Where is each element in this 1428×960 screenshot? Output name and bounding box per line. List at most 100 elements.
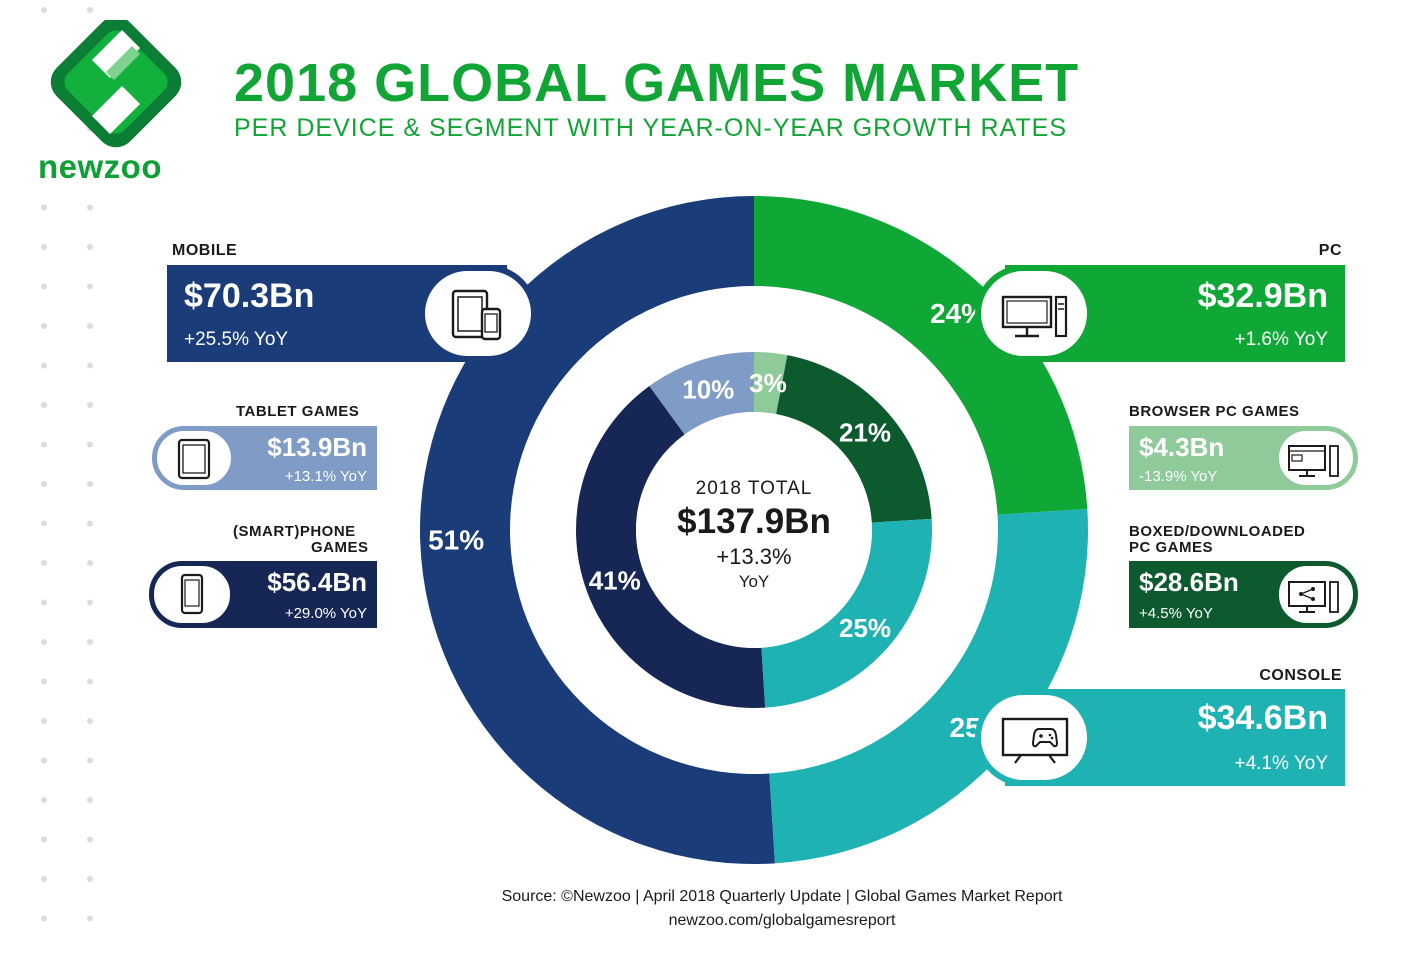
grid-dot bbox=[41, 481, 47, 487]
tablet-icon-circle bbox=[152, 426, 236, 490]
phone-title-line1: (SMART)PHONE bbox=[233, 523, 356, 540]
inner-slice-label: 10% bbox=[682, 375, 734, 405]
browser-pc-title: BROWSER PC GAMES bbox=[1129, 403, 1300, 420]
grid-dot bbox=[87, 876, 93, 882]
page-title: 2018 GLOBAL GAMES MARKET bbox=[234, 53, 1080, 113]
inner-slice-label: 25% bbox=[839, 613, 891, 643]
mobile-icon-circle bbox=[419, 265, 537, 362]
grid-dot bbox=[87, 757, 93, 764]
grid-dot bbox=[41, 7, 47, 13]
grid-dot bbox=[87, 283, 93, 290]
grid-dot bbox=[41, 836, 47, 843]
grid-dot bbox=[87, 797, 93, 803]
inner-slice-label: 21% bbox=[839, 417, 891, 447]
boxed-pc-title-line2: PC GAMES bbox=[1129, 539, 1214, 556]
grid-dot bbox=[87, 718, 93, 724]
mobile-title: MOBILE bbox=[172, 242, 238, 259]
footer-url: newzoo.com/globalgamesreport bbox=[668, 912, 896, 929]
grid-dot bbox=[87, 520, 93, 527]
grid-dot bbox=[41, 560, 47, 566]
grid-dot bbox=[87, 441, 93, 448]
inner-slice-boxed-downloaded-pc-games bbox=[776, 355, 932, 523]
pc-yoy: +1.6% YoY bbox=[1234, 329, 1328, 350]
outer-slice-mobile bbox=[420, 196, 775, 864]
grid-dot bbox=[87, 165, 93, 171]
phone-value: $56.4Bn bbox=[267, 567, 367, 597]
pc-title: PC bbox=[1318, 242, 1342, 259]
inner-ring bbox=[576, 352, 932, 708]
phone-title-line2: GAMES bbox=[311, 539, 369, 556]
grid-dot bbox=[41, 520, 47, 527]
grid-dot bbox=[87, 481, 93, 487]
grid-dot bbox=[41, 323, 47, 329]
center-total-value: $137.9Bn bbox=[677, 502, 831, 541]
grid-dot bbox=[41, 441, 47, 448]
newzoo-logo-icon bbox=[50, 20, 182, 148]
console-value: $34.6Bn bbox=[1197, 699, 1328, 737]
grid-dot bbox=[41, 599, 47, 606]
center-growth: +13.3% bbox=[716, 544, 792, 569]
inner-slice-label: 3% bbox=[749, 368, 787, 398]
page-subtitle: PER DEVICE & SEGMENT WITH YEAR-ON-YEAR G… bbox=[234, 114, 1068, 142]
grid-dot bbox=[87, 204, 93, 211]
browser-pc-icon bbox=[1288, 445, 1339, 477]
grid-dot bbox=[41, 876, 47, 882]
boxed-pc-title-line1: BOXED/DOWNLOADED bbox=[1129, 523, 1306, 540]
outer-slice-pc bbox=[754, 196, 1088, 515]
footer-source: Source: ©Newzoo | April 2018 Quarterly U… bbox=[501, 888, 1063, 905]
grid-dot bbox=[41, 244, 47, 250]
grid-dot bbox=[87, 244, 93, 250]
center-disc bbox=[636, 412, 872, 648]
pc-icon-circle bbox=[975, 265, 1093, 362]
browser-pc-yoy: -13.9% YoY bbox=[1139, 468, 1218, 485]
outer-slice-console bbox=[769, 509, 1088, 864]
tablet-title: TABLET GAMES bbox=[236, 403, 360, 420]
grid-dot bbox=[41, 797, 47, 803]
grid-dot bbox=[41, 362, 47, 369]
outer-ring bbox=[420, 196, 1088, 864]
grid-dot bbox=[87, 678, 93, 685]
grid-dot bbox=[87, 402, 93, 408]
grid-dot bbox=[41, 402, 47, 408]
tablet-phone-icon bbox=[451, 289, 502, 341]
grid-dot bbox=[87, 7, 93, 13]
console-yoy: +4.1% YoY bbox=[1234, 753, 1328, 774]
smartphone-icon bbox=[180, 573, 204, 615]
boxed-pc-box: $28.6Bn +4.5% YoY bbox=[1129, 561, 1309, 628]
tv-gamepad-icon bbox=[1001, 717, 1069, 764]
grid-dot bbox=[41, 283, 47, 290]
center-total-label: 2018 TOTAL bbox=[695, 478, 813, 499]
mobile-value: $70.3Bn bbox=[184, 277, 315, 315]
console-icon-circle bbox=[975, 689, 1093, 786]
grid-dot bbox=[87, 836, 93, 843]
grid-dot bbox=[87, 915, 93, 922]
outer-slice-label: 51% bbox=[428, 524, 484, 555]
browser-pc-icon-circle bbox=[1274, 426, 1358, 490]
grid-dot bbox=[41, 639, 47, 645]
phone-yoy: +29.0% YoY bbox=[284, 605, 367, 622]
inner-slice-console bbox=[761, 518, 932, 708]
inner-slice-tablet-games bbox=[649, 352, 754, 435]
tablet-yoy: +13.1% YoY bbox=[284, 468, 367, 485]
grid-dot bbox=[41, 204, 47, 211]
grid-dot bbox=[87, 639, 93, 645]
grid-dot bbox=[41, 757, 47, 764]
tablet-icon bbox=[177, 438, 211, 480]
inner-slice-smart-phone-games bbox=[576, 385, 766, 708]
grid-dot bbox=[87, 362, 93, 369]
grid-dot bbox=[41, 915, 47, 922]
brand-name: newzoo bbox=[38, 148, 162, 185]
grid-dot bbox=[87, 599, 93, 606]
download-pc-icon bbox=[1288, 581, 1339, 613]
chart-labels: 51%24%25%41%10%3%21%25% bbox=[428, 298, 1006, 743]
boxed-pc-yoy: +4.5% YoY bbox=[1139, 605, 1213, 622]
mobile-yoy: +25.5% YoY bbox=[184, 329, 289, 350]
browser-pc-value: $4.3Bn bbox=[1139, 432, 1225, 462]
console-box: $34.6Bn +4.1% YoY bbox=[1005, 689, 1345, 786]
inner-slice-label: 41% bbox=[589, 565, 641, 595]
desktop-computer-icon bbox=[1001, 295, 1068, 338]
tablet-value: $13.9Bn bbox=[267, 432, 367, 462]
grid-dot bbox=[41, 718, 47, 724]
inner-slice-browser-pc-games bbox=[754, 352, 788, 415]
